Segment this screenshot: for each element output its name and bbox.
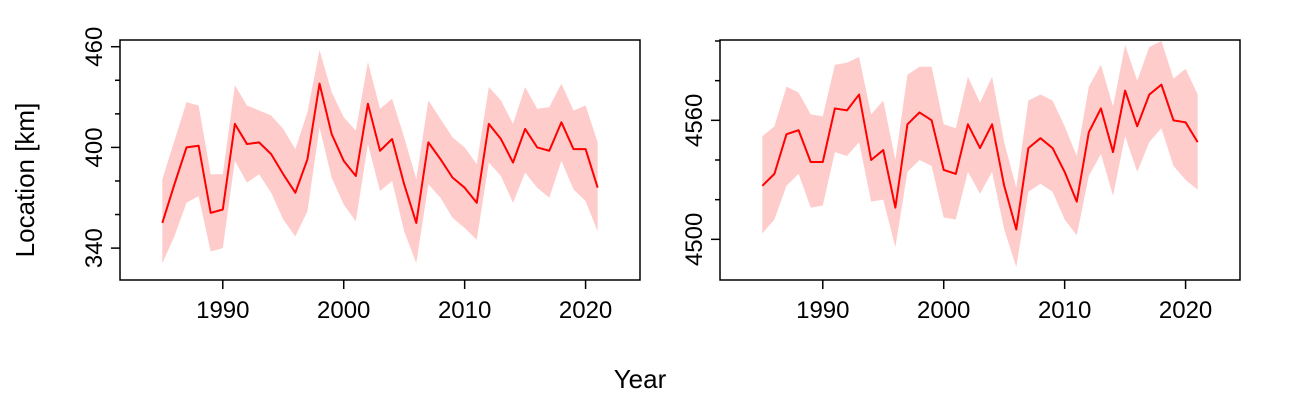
y-tick-label: 4560 bbox=[681, 94, 708, 147]
plot-frame bbox=[119, 39, 641, 281]
data-point bbox=[331, 133, 333, 135]
data-point bbox=[1112, 151, 1114, 153]
data-point bbox=[906, 123, 908, 125]
data-point bbox=[773, 173, 775, 175]
y-axis-title: Location [km] bbox=[10, 103, 40, 258]
data-point bbox=[1136, 125, 1138, 127]
left-panel: 1990 2000 2010 2020 340 400 460 bbox=[81, 27, 641, 324]
data-point bbox=[846, 109, 848, 111]
x-tick-label: 2010 bbox=[438, 297, 491, 324]
data-point bbox=[822, 161, 824, 163]
y-tick-label: 4500 bbox=[681, 213, 708, 266]
data-point bbox=[943, 169, 945, 171]
data-point bbox=[1088, 131, 1090, 133]
data-point bbox=[967, 123, 969, 125]
data-point bbox=[548, 150, 550, 152]
x-axis-title: Year bbox=[614, 364, 667, 394]
data-point bbox=[894, 207, 896, 209]
data-point bbox=[1003, 185, 1005, 187]
data-point bbox=[1027, 147, 1029, 149]
data-point bbox=[524, 128, 526, 130]
data-point bbox=[427, 141, 429, 143]
y-tick-label: 340 bbox=[81, 228, 108, 268]
data-point bbox=[355, 175, 357, 177]
data-point bbox=[597, 187, 599, 189]
data-point bbox=[343, 160, 345, 162]
data-point bbox=[222, 209, 224, 211]
y-tick-label: 460 bbox=[81, 27, 108, 67]
series-line bbox=[161, 82, 599, 224]
data-point bbox=[882, 149, 884, 151]
data-point bbox=[919, 111, 921, 113]
data-point bbox=[198, 145, 200, 147]
data-point bbox=[1185, 121, 1187, 123]
data-point bbox=[161, 222, 163, 224]
data-point bbox=[1124, 90, 1126, 92]
series-line bbox=[761, 83, 1199, 231]
data-point bbox=[1076, 201, 1078, 203]
data-point bbox=[173, 183, 175, 185]
data-point bbox=[536, 146, 538, 148]
data-point bbox=[210, 212, 212, 214]
data-point bbox=[1148, 94, 1150, 96]
data-point bbox=[834, 107, 836, 109]
x-tick-label: 2020 bbox=[559, 297, 612, 324]
right-panel: 1990 2000 2010 2020 4500 4560 bbox=[681, 39, 1241, 324]
data-point bbox=[1197, 141, 1199, 143]
data-point bbox=[186, 146, 188, 148]
data-point bbox=[282, 173, 284, 175]
data-point bbox=[306, 158, 308, 160]
confidence-band bbox=[162, 50, 598, 264]
data-point bbox=[1015, 228, 1017, 230]
data-point bbox=[367, 103, 369, 105]
data-point bbox=[798, 129, 800, 131]
data-point bbox=[585, 148, 587, 150]
data-point bbox=[1064, 171, 1066, 173]
data-point bbox=[1052, 147, 1054, 149]
x-tick-label: 1990 bbox=[796, 297, 849, 324]
data-point bbox=[786, 133, 788, 135]
data-point bbox=[258, 141, 260, 143]
data-point bbox=[931, 119, 933, 121]
data-point bbox=[270, 153, 272, 155]
x-tick-label: 2020 bbox=[1159, 297, 1212, 324]
data-point bbox=[955, 173, 957, 175]
data-point bbox=[415, 222, 417, 224]
data-point bbox=[572, 148, 574, 150]
data-point bbox=[391, 138, 393, 140]
data-point bbox=[979, 147, 981, 149]
x-tick-label: 2010 bbox=[1038, 297, 1091, 324]
data-point bbox=[1039, 137, 1041, 139]
data-point bbox=[452, 177, 454, 179]
data-point bbox=[234, 123, 236, 125]
data-point bbox=[870, 159, 872, 161]
data-point bbox=[1172, 119, 1174, 121]
data-point bbox=[761, 185, 763, 187]
data-point bbox=[512, 162, 514, 164]
data-point bbox=[246, 143, 248, 145]
data-point bbox=[810, 161, 812, 163]
data-point bbox=[476, 202, 478, 204]
data-point bbox=[1160, 84, 1162, 86]
y-tick-label: 400 bbox=[81, 127, 108, 167]
data-point bbox=[294, 192, 296, 194]
data-point bbox=[991, 123, 993, 125]
data-point bbox=[403, 183, 405, 185]
x-tick-label: 2000 bbox=[917, 297, 970, 324]
data-point bbox=[858, 94, 860, 96]
x-tick-label: 1990 bbox=[196, 297, 249, 324]
data-point bbox=[464, 187, 466, 189]
data-point bbox=[500, 138, 502, 140]
data-point bbox=[319, 83, 321, 85]
data-point bbox=[1100, 107, 1102, 109]
data-point bbox=[379, 150, 381, 152]
data-point bbox=[488, 123, 490, 125]
data-point bbox=[560, 121, 562, 123]
data-point bbox=[439, 158, 441, 160]
confidence-band bbox=[762, 40, 1198, 268]
x-tick-label: 2000 bbox=[317, 297, 370, 324]
